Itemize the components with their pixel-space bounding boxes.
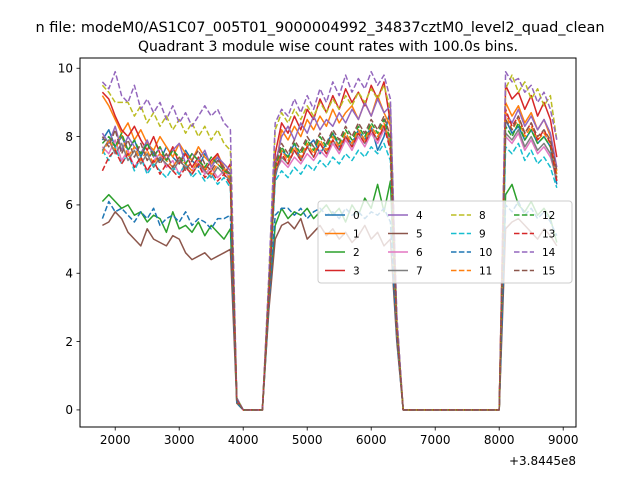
y-tick-label: 8 [65,130,73,144]
legend-label-6: 6 [416,247,423,259]
x-tick-label: 3000 [164,433,195,447]
x-offset-label: +3.8445e8 [509,454,576,468]
series-line-13 [101,108,558,411]
legend-label-12: 12 [542,210,555,222]
series-line-9 [101,142,558,411]
series-line-14 [101,70,558,411]
legend-label-4: 4 [416,210,423,222]
x-tick-label: 7000 [420,433,451,447]
series-line-15 [101,115,558,411]
figure-suptitle: n file: modeM0/AS1C07_005T01_9000004992_… [35,20,604,36]
x-tick-label: 4000 [228,433,259,447]
legend-label-1: 1 [353,228,360,240]
legend-label-14: 14 [542,247,556,259]
x-tick-label: 6000 [356,433,387,447]
legend-label-15: 15 [542,265,555,277]
plot-frame [79,57,577,428]
legend-label-7: 7 [416,265,423,277]
y-tick-label: 10 [58,62,73,76]
y-tick-label: 4 [65,267,73,281]
y-tick-label: 6 [65,198,73,212]
legend-label-5: 5 [416,228,423,240]
legend-label-0: 0 [353,210,360,222]
x-tick-label: 5000 [292,433,323,447]
legend-label-2: 2 [353,247,360,259]
y-tick-label: 2 [65,335,73,349]
legend-box [317,200,573,284]
legend-label-10: 10 [479,247,492,259]
x-axis: 2000 3000 4000 5000 6000 7000 8000 9000 [100,427,579,447]
chart-title: Quadrant 3 module wise count rates with … [138,39,518,55]
legend-label-11: 11 [479,265,492,277]
y-tick-label: 0 [65,403,73,417]
y-axis: 0 2 4 6 8 10 [58,62,80,417]
legend-label-9: 9 [479,228,486,240]
x-tick-label: 9000 [548,433,579,447]
x-tick-label: 2000 [100,433,131,447]
x-tick-label: 8000 [484,433,515,447]
legend-label-8: 8 [479,210,486,222]
legend-label-3: 3 [353,265,360,277]
legend-label-13: 13 [542,228,555,240]
